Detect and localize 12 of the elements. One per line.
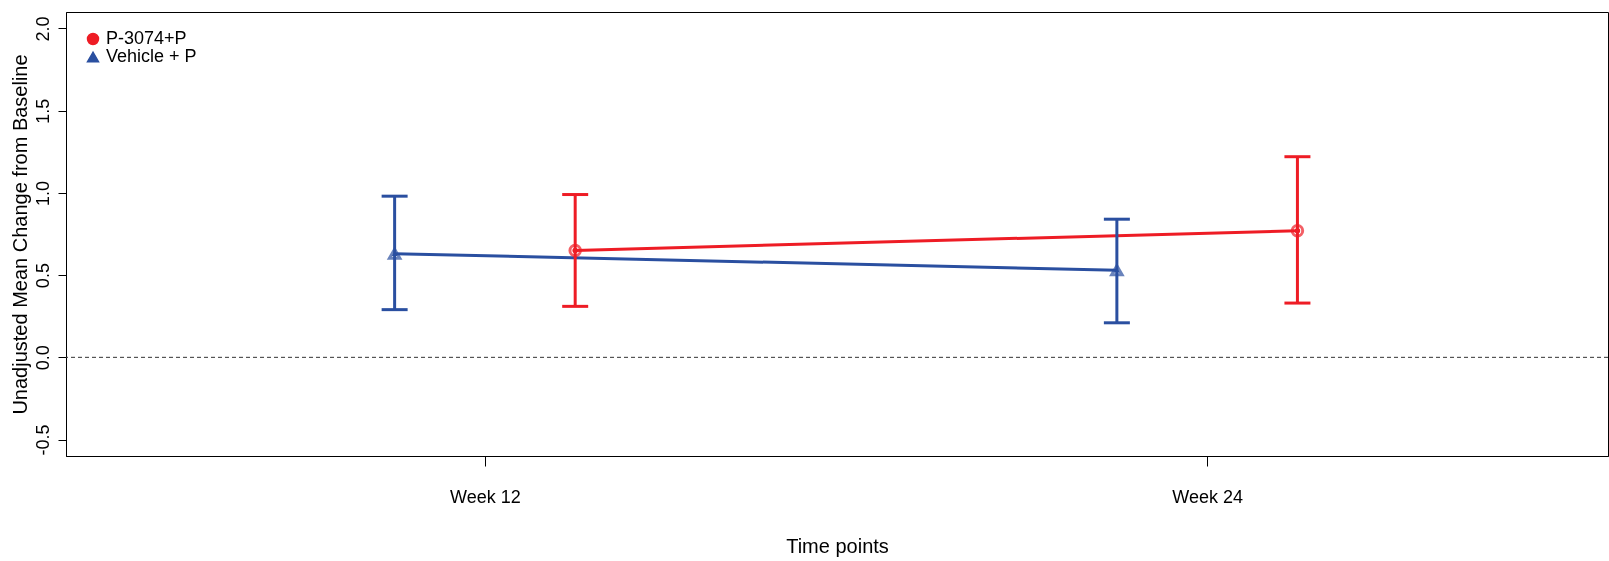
legend-label: Vehicle + P: [106, 46, 197, 66]
y-axis-title: Unadjusted Mean Change from Baseline: [8, 54, 31, 415]
y-tick-label: 0.5: [32, 263, 53, 289]
y-tick-label: 1.0: [32, 180, 53, 206]
y-tick-label: 2.0: [32, 16, 53, 42]
x-tick-label: Week 24: [1172, 486, 1244, 507]
x-axis-title: Time points: [786, 534, 889, 557]
legend-label: P-3074+P: [106, 28, 187, 48]
x-tick-label: Week 12: [450, 486, 521, 507]
y-tick-label: -0.5: [32, 424, 53, 456]
y-tick-label: 1.5: [32, 98, 53, 124]
y-tick-label: 0.0: [32, 345, 53, 371]
